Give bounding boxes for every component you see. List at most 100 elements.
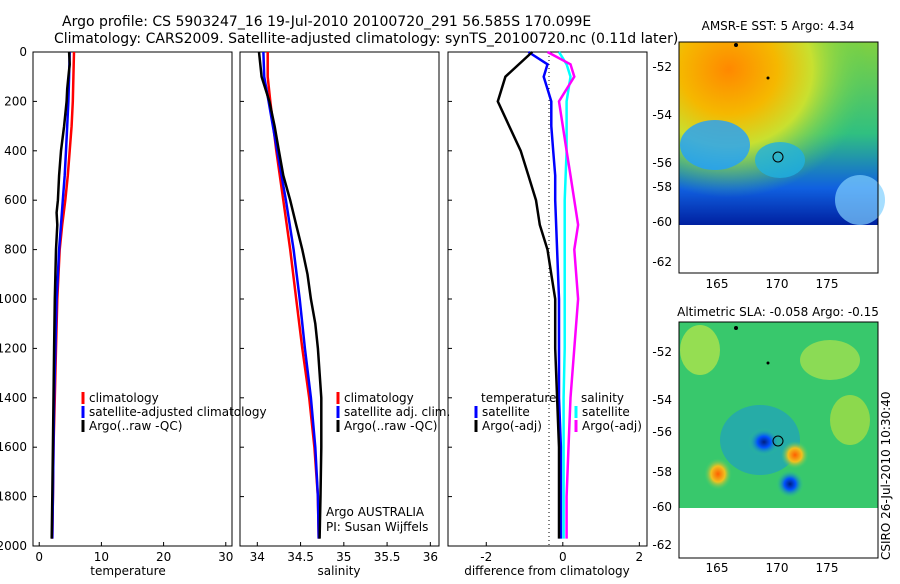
difference-legend: temperature satellite Argo(-adj) salinit… <box>474 391 642 433</box>
sst-map-title: AMSR-E SST: 5 Argo: 4.34 <box>702 19 855 33</box>
legend-temp-argo-label: Argo(-adj) <box>482 419 542 433</box>
x-tick-label: 30 <box>218 550 233 564</box>
y-tick-label: -58 <box>652 465 672 479</box>
x-tick-label: 170 <box>766 277 789 291</box>
salinity-legend: climatology satellite adj. clim. Argo(..… <box>336 391 450 433</box>
y-tick-label: -56 <box>652 156 672 170</box>
y-tick-label: -52 <box>652 60 672 74</box>
x-tick-label: 0 <box>559 550 567 564</box>
sla-low-core <box>776 470 804 498</box>
difference-xlabel: difference from climatology <box>464 564 630 578</box>
x-tick-label: 175 <box>816 561 839 575</box>
temperature-xlabel: temperature <box>90 564 165 578</box>
sla-no-data <box>679 508 878 558</box>
temperature-legend: climatology satellite-adjusted climatolo… <box>81 391 267 433</box>
series-line-argo-raw-qc- <box>257 51 323 539</box>
sla-map-title: Altimetric SLA: -0.058 Argo: -0.15 <box>677 305 879 319</box>
series-line-temperature-satellite <box>527 50 563 539</box>
legend-climatology-label: climatology <box>344 391 414 405</box>
sst-map: AMSR-E SST: 5 Argo: 4.34 <box>652 19 885 291</box>
depth-tick-label: 1600 <box>0 440 27 454</box>
difference-axes <box>447 51 648 547</box>
argo-location-marker <box>772 151 784 163</box>
sla-low-core <box>748 428 780 456</box>
sst-cold-patch <box>755 142 805 178</box>
salinity-axes <box>239 51 440 547</box>
depth-tick-label: 1200 <box>0 341 27 355</box>
depth-tick-label: 1000 <box>0 292 27 306</box>
x-tick-label: 165 <box>706 277 729 291</box>
x-tick-label: 175 <box>816 277 839 291</box>
credit-line1: Argo AUSTRALIA <box>326 505 425 519</box>
x-tick-label: 34 <box>250 550 265 564</box>
legend-sal-argo-label: Argo(-adj) <box>582 419 642 433</box>
y-tick-label: -62 <box>652 538 672 552</box>
legend-argo-label: Argo(..raw -QC) <box>344 419 437 433</box>
sla-map-xticks: 165 170 175 <box>706 561 839 575</box>
y-tick-label: -62 <box>652 255 672 269</box>
y-tick-label: -58 <box>652 180 672 194</box>
depth-tick-labels: 0 200 400 600 800 1000 1200 1400 1600 1800 2000 <box>0 45 27 553</box>
legend-satellite-label: satellite-adjusted climatology <box>89 405 267 419</box>
x-tick-label: -2 <box>480 550 492 564</box>
legend-satellite-label: satellite adj. clim. <box>344 405 450 419</box>
x-tick-label: 20 <box>156 550 171 564</box>
depth-tick-label: 800 <box>4 243 27 257</box>
temperature-panel: 0 200 400 600 800 1000 1200 1400 1600 1800 2000 0 1… <box>0 45 267 578</box>
sla-map-yticks: -52 -54 -56 -58 -60 -62 <box>652 345 672 552</box>
salinity-xlabel: salinity <box>317 564 360 578</box>
sla-map: Altimetric SLA: -0.058 Argo: -0.15 -52 -… <box>652 305 879 575</box>
series-line-salinity-satellite <box>557 51 572 539</box>
depth-tick-label: 0 <box>19 45 27 59</box>
sla-high-patch <box>830 395 870 445</box>
difference-panel: -2 0 2 difference from climatology tempera… <box>447 50 648 578</box>
y-tick-label: -52 <box>652 345 672 359</box>
x-tick-label: 35 <box>336 550 351 564</box>
sla-high-patch <box>800 340 860 380</box>
sst-cool-patch <box>835 175 885 225</box>
x-tick-label: 165 <box>706 561 729 575</box>
temperature-lines <box>50 51 76 539</box>
sla-map-axes <box>678 321 879 559</box>
x-tick-label: 0 <box>35 550 43 564</box>
salinity-lines <box>257 51 323 539</box>
difference-tick-labels: -2 0 2 <box>480 542 643 564</box>
float-track-point <box>766 76 770 80</box>
y-tick-label: -54 <box>652 393 672 407</box>
temperature-tick-labels: 0 10 20 30 <box>35 542 233 564</box>
sst-map-axes <box>678 41 879 274</box>
y-tick-label: -60 <box>652 215 672 229</box>
depth-tick-label: 2000 <box>0 539 27 553</box>
legend-climatology-label: climatology <box>89 391 159 405</box>
depth-tick-label: 600 <box>4 193 27 207</box>
x-tick-label: 170 <box>766 561 789 575</box>
depth-tick-label: 1800 <box>0 490 27 504</box>
sla-high-patch <box>680 325 720 375</box>
sst-map-xticks: 165 170 175 <box>706 277 839 291</box>
series-line-salinity-argo-adj- <box>546 50 580 539</box>
figure-title-line2: Climatology: CARS2009. Satellite-adjuste… <box>54 31 678 47</box>
series-line-argo-raw-qc- <box>50 51 71 539</box>
float-track-point <box>734 43 738 47</box>
legend-argo-label: Argo(..raw -QC) <box>89 419 182 433</box>
sst-map-yticks: -52 -54 -56 -58 -60 -62 <box>652 60 672 269</box>
legend-sal-satellite-label: satellite <box>582 405 630 419</box>
sst-cold-patch <box>680 120 750 170</box>
x-tick-label: 35.5 <box>374 550 401 564</box>
x-tick-label: 36 <box>423 550 438 564</box>
depth-tick-label: 200 <box>4 94 27 108</box>
float-track-point <box>766 361 770 365</box>
y-tick-label: -56 <box>652 425 672 439</box>
series-line-temperature-argo-adj- <box>496 51 561 539</box>
float-track-point <box>734 326 738 330</box>
x-tick-label: 10 <box>94 550 109 564</box>
x-tick-label: 2 <box>636 550 644 564</box>
y-tick-label: -60 <box>652 500 672 514</box>
y-tick-label: -54 <box>652 108 672 122</box>
legend-salinity-title: salinity <box>581 391 624 405</box>
figure-title-line1: Argo profile: CS 5903247_16 19-Jul-2010 … <box>62 14 591 30</box>
argo-location-marker <box>772 435 784 447</box>
legend-temp-satellite-label: satellite <box>482 405 530 419</box>
depth-tick-label: 1400 <box>0 391 27 405</box>
